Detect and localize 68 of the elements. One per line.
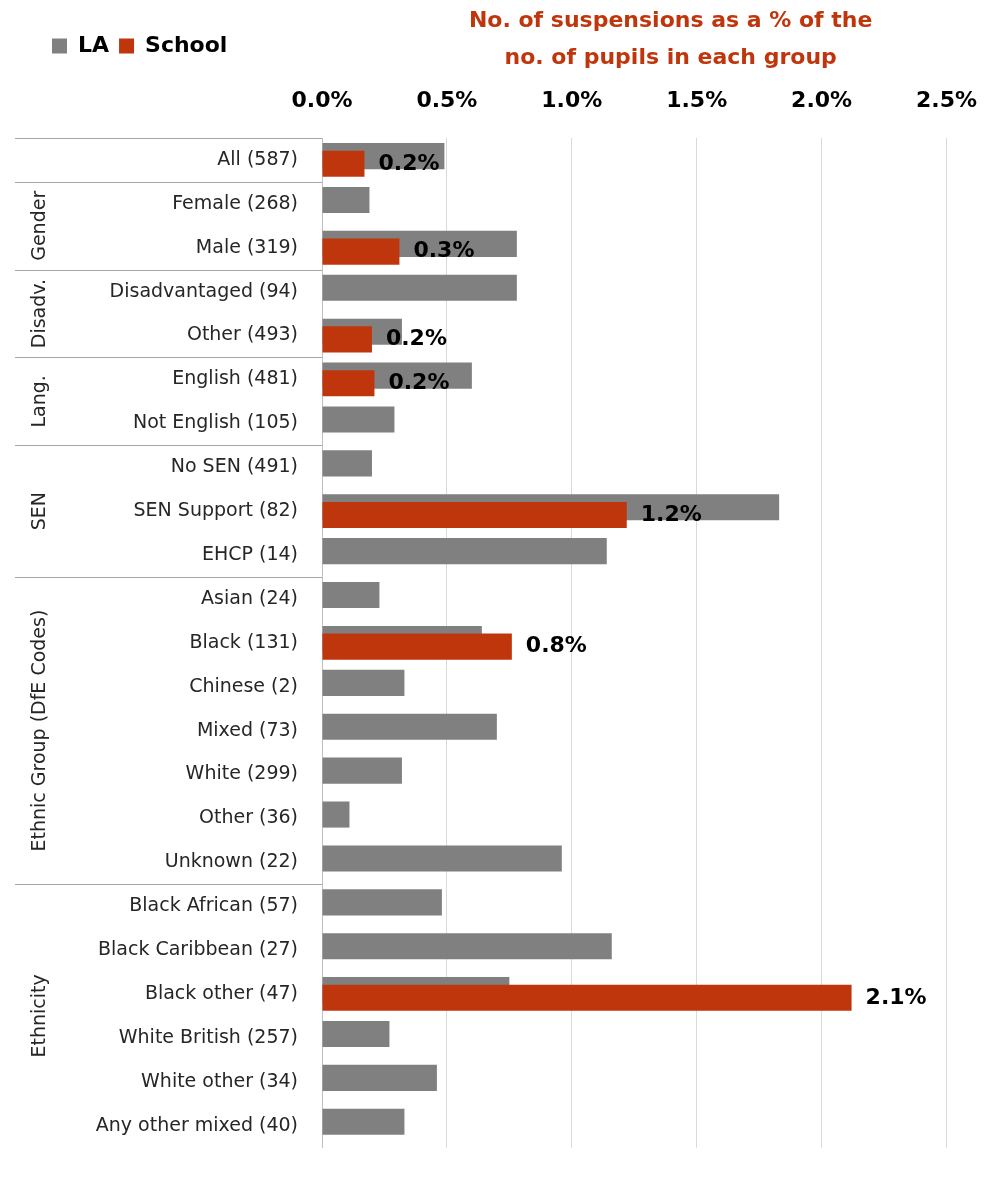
bar xyxy=(322,370,375,397)
data-label: 0.8% xyxy=(525,632,587,658)
legend-label: School xyxy=(145,31,228,57)
y-tick-label: EHCP (14) xyxy=(201,541,298,564)
y-tick-label: Female (268) xyxy=(172,190,298,213)
bar xyxy=(322,1020,390,1048)
bar xyxy=(322,186,370,214)
bar xyxy=(322,406,395,433)
bar xyxy=(322,669,405,696)
bar xyxy=(322,501,627,529)
chart-title: No. of suspensions as a % of the no. of pupils in each group xyxy=(468,6,873,69)
y-tick-label: Black (131) xyxy=(189,629,298,652)
x-tick-label: 1.0% xyxy=(541,86,603,112)
x-tick-label: 2.0% xyxy=(791,86,853,112)
x-tick-label: 0.5% xyxy=(416,86,478,112)
bar xyxy=(322,582,380,609)
y-tick-label: All (587) xyxy=(217,146,298,169)
bar xyxy=(322,238,400,265)
bar xyxy=(322,713,497,740)
bar xyxy=(322,801,350,828)
bar xyxy=(322,274,517,301)
bar xyxy=(322,450,372,477)
x-tick-label: 2.5% xyxy=(915,86,977,112)
y-tick-label: Black Caribbean (27) xyxy=(98,937,298,960)
data-label: 0.2% xyxy=(388,368,450,394)
bar xyxy=(322,1108,405,1135)
y-tick-label: Other (493) xyxy=(186,322,298,345)
y-tick-label: Male (319) xyxy=(195,234,298,257)
bar xyxy=(322,845,562,872)
bar xyxy=(322,757,402,784)
y-tick-label: White other (34) xyxy=(141,1068,298,1091)
text: Ethnicity xyxy=(26,974,49,1058)
text: SEN xyxy=(26,491,49,531)
y-tick-label: Black other (47) xyxy=(144,980,298,1003)
data-label: 0.3% xyxy=(413,237,475,263)
x-tick-label: 1.5% xyxy=(666,86,728,112)
text: Gender xyxy=(26,190,49,261)
data-label: 0.2% xyxy=(385,325,447,351)
y-tick-label: Unknown (22) xyxy=(164,849,298,872)
y-tick-label: White British (257) xyxy=(118,1024,298,1047)
data-label: 2.1% xyxy=(865,983,927,1009)
x-tick-label: 0.0% xyxy=(291,86,353,112)
y-tick-label: Chinese (2) xyxy=(189,673,298,696)
y-tick-label: No SEN (491) xyxy=(170,454,298,477)
data-label: 1.2% xyxy=(640,500,702,526)
bar xyxy=(322,326,372,353)
bar xyxy=(322,150,365,177)
bar xyxy=(322,633,512,660)
bar xyxy=(322,538,607,565)
y-tick-label: SEN Support (82) xyxy=(133,498,298,521)
y-tick-label: White (299) xyxy=(185,761,298,784)
legend-label: LA xyxy=(78,31,110,57)
y-tick-label: English (481) xyxy=(172,366,298,389)
text: Ethnic Group (DfE Codes) xyxy=(26,609,49,852)
text: Disadv. xyxy=(26,278,49,349)
data-label: 0.2% xyxy=(378,149,440,175)
y-tick-label: Asian (24) xyxy=(201,585,298,608)
bar xyxy=(322,933,612,960)
bar xyxy=(322,1064,437,1091)
bar xyxy=(322,889,442,916)
y-tick-label: Disadvantaged (94) xyxy=(109,278,298,301)
text: Lang. xyxy=(26,375,49,428)
bar xyxy=(322,984,852,1011)
y-tick-label: Not English (105) xyxy=(132,410,298,433)
y-tick-label: Mixed (73) xyxy=(196,717,298,740)
y-tick-label: Black African (57) xyxy=(129,893,298,916)
y-tick-label: Other (36) xyxy=(199,805,298,828)
y-tick-label: Any other mixed (40) xyxy=(95,1112,298,1135)
